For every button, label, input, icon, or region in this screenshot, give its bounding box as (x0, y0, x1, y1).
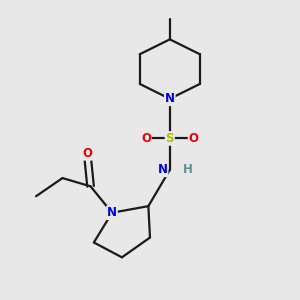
Text: N: N (165, 92, 175, 105)
Text: N: N (158, 163, 167, 176)
Text: O: O (189, 132, 199, 145)
Text: O: O (141, 132, 151, 145)
Text: O: O (82, 147, 92, 160)
Text: N: N (107, 206, 117, 219)
Text: H: H (183, 163, 193, 176)
Text: S: S (166, 132, 174, 145)
